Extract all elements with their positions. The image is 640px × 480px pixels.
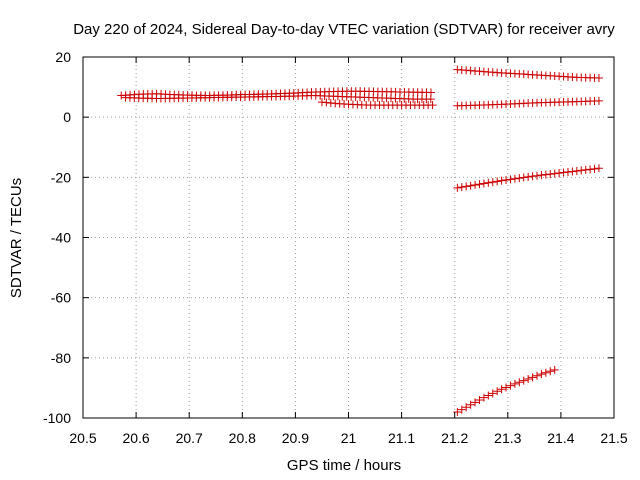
data-point [533,371,542,380]
data-point [479,393,488,402]
data-point [559,168,568,177]
data-point [537,171,546,180]
data-point [457,183,466,192]
data-point [475,180,484,189]
data-point [475,396,484,405]
x-tick-label: 20.6 [122,430,149,446]
data-point [581,165,590,174]
series-track-c [317,98,437,110]
data-point [594,164,603,173]
data-point [524,172,533,181]
x-tick-label: 20.5 [69,430,96,446]
data-point [462,403,471,412]
data-point [515,378,524,387]
data-point [471,398,480,407]
data-point [502,176,511,185]
data-point [479,179,488,188]
data-point [510,174,519,183]
data-point [537,370,546,379]
x-tick-label: 21.5 [600,430,627,446]
data-point [528,373,537,382]
chart-title: Day 220 of 2024, Sidereal Day-to-day VTE… [73,21,615,38]
series-track-b [121,91,435,104]
data-point [510,379,519,388]
data-point [572,166,581,175]
x-tick-label: 21.4 [547,430,574,446]
data-point [546,170,555,179]
data-point [594,74,603,83]
series-track-d [453,65,603,83]
x-tick-label: 21.1 [388,430,415,446]
data-point [466,400,475,409]
y-tick-label: -60 [51,290,71,306]
data-point [590,164,599,173]
x-tick-label: 21 [341,430,357,446]
data-point [546,367,555,376]
data-point [577,166,586,175]
data-point [528,172,537,181]
data-point [506,175,515,184]
data-point [497,176,506,185]
data-point [524,375,533,384]
data-point [471,180,480,189]
data-point [506,381,515,390]
y-tick-label: -20 [51,169,71,185]
data-point [426,95,435,104]
data-points [117,65,603,416]
data-point [550,365,559,374]
data-point [497,385,506,394]
data-point [541,368,550,377]
y-tick-label: -80 [51,350,71,366]
data-point [563,167,572,176]
y-tick-label: 20 [55,49,71,65]
data-point [457,405,466,414]
y-tick-label: -40 [51,230,71,246]
data-point [519,173,528,182]
data-point [488,178,497,187]
y-tick-label: 0 [63,109,71,125]
x-tick-label: 20.8 [229,430,256,446]
data-point [453,183,462,192]
y-axis-label: SDTVAR / TECUs [8,178,25,298]
data-point [493,387,502,396]
axes: 20.5 20.6 20.7 20.8 20.9 21 21.1 21.2 21.3 21.4 21… [43,49,628,446]
x-tick-label: 21.3 [494,430,521,446]
data-point [428,101,437,110]
series-track-g [453,365,559,416]
data-point [462,182,471,191]
x-axis-label: GPS time / hours [287,457,401,474]
data-point [541,170,550,179]
data-point [453,407,462,416]
data-point [594,96,603,105]
grid [83,57,614,418]
data-point [484,178,493,187]
series-track-e [453,96,603,110]
data-point [466,181,475,190]
data-point [550,169,559,178]
data-point [533,171,542,180]
x-tick-label: 21.2 [441,430,468,446]
y-tick-label: -100 [43,410,71,426]
data-point [493,177,502,186]
data-point [502,383,511,392]
x-tick-label: 20.7 [176,430,203,446]
data-point [519,376,528,385]
data-point [586,165,595,174]
data-point [515,174,524,183]
data-point [488,389,497,398]
x-tick-label: 20.9 [282,430,309,446]
data-point [555,169,564,178]
data-point [568,167,577,176]
data-point [484,391,493,400]
series-track-f [453,164,603,192]
